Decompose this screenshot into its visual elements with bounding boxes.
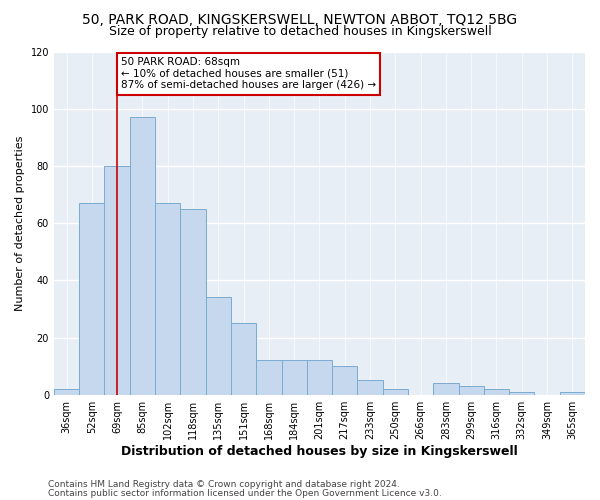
Bar — [458, 386, 484, 394]
Bar — [104, 166, 130, 394]
Bar — [206, 298, 231, 394]
Bar — [433, 384, 458, 394]
Text: 50, PARK ROAD, KINGSKERSWELL, NEWTON ABBOT, TQ12 5BG: 50, PARK ROAD, KINGSKERSWELL, NEWTON ABB… — [82, 12, 518, 26]
Bar — [231, 323, 256, 394]
Bar — [509, 392, 535, 394]
Bar — [484, 389, 509, 394]
Bar — [130, 118, 155, 394]
Bar — [54, 389, 79, 394]
Bar — [281, 360, 307, 394]
Bar — [332, 366, 358, 394]
Text: Contains public sector information licensed under the Open Government Licence v3: Contains public sector information licen… — [48, 488, 442, 498]
Bar — [307, 360, 332, 394]
Text: Contains HM Land Registry data © Crown copyright and database right 2024.: Contains HM Land Registry data © Crown c… — [48, 480, 400, 489]
Text: Size of property relative to detached houses in Kingskerswell: Size of property relative to detached ho… — [109, 25, 491, 38]
Text: 50 PARK ROAD: 68sqm
← 10% of detached houses are smaller (51)
87% of semi-detach: 50 PARK ROAD: 68sqm ← 10% of detached ho… — [121, 57, 376, 90]
Y-axis label: Number of detached properties: Number of detached properties — [15, 136, 25, 311]
Bar — [383, 389, 408, 394]
Bar — [79, 203, 104, 394]
Bar — [560, 392, 585, 394]
Bar — [358, 380, 383, 394]
Bar — [155, 203, 181, 394]
X-axis label: Distribution of detached houses by size in Kingskerswell: Distribution of detached houses by size … — [121, 444, 518, 458]
Bar — [181, 209, 206, 394]
Bar — [256, 360, 281, 394]
